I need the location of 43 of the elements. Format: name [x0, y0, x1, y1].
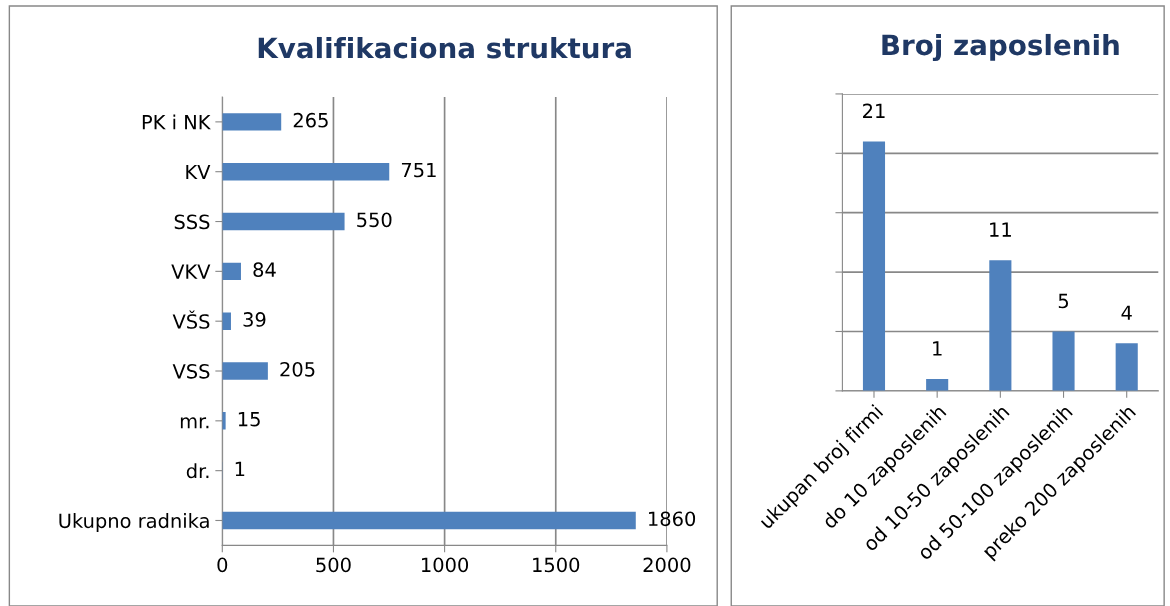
bar: [1052, 331, 1075, 391]
bar: [222, 162, 390, 181]
bar: [222, 312, 231, 330]
data-label: 84: [253, 262, 276, 277]
data-label: 21: [863, 103, 885, 118]
y-tick-label: PK i NK: [142, 114, 211, 130]
y-tick-label: KV: [186, 164, 211, 180]
data-label: 1860: [649, 511, 696, 527]
bar: [222, 212, 345, 231]
chart-title: Kvalifikaciona struktura: [258, 36, 631, 59]
bar: [222, 511, 636, 530]
x-tick-label: 0: [217, 557, 228, 573]
data-label: 39: [243, 312, 266, 327]
y-tick-label: SSS: [174, 214, 210, 230]
y-tick-label: Ukupno radnika: [59, 513, 209, 532]
bar: [222, 113, 282, 131]
x-tick-label: 2000: [643, 557, 691, 573]
y-tick-label: VSS: [172, 363, 210, 379]
bar: [222, 412, 226, 430]
x-tick-label: 1500: [533, 557, 580, 573]
data-label: 751: [401, 162, 436, 178]
data-label: 4: [1121, 305, 1132, 320]
bar: [1115, 343, 1138, 391]
data-label: 1: [933, 341, 942, 356]
bar: [862, 141, 886, 391]
data-label: 265: [293, 112, 328, 128]
data-label: 5: [1058, 293, 1069, 309]
bar: [222, 262, 241, 281]
x-tick-label: 1000: [421, 557, 469, 573]
y-tick-label: dr.: [186, 463, 209, 479]
data-label: 1: [235, 461, 245, 477]
y-tick-label: VKV: [171, 264, 211, 279]
x-tick-label: 500: [316, 557, 351, 573]
bar: [926, 378, 949, 391]
data-label: 550: [357, 212, 392, 228]
y-tick-label: mr.: [180, 417, 209, 429]
chart-title: Broj zaposlenih: [882, 33, 1119, 62]
bar: [989, 260, 1012, 391]
data-label: 205: [280, 361, 315, 377]
data-label: 15: [238, 412, 260, 427]
data-label: 11: [990, 222, 1011, 237]
bar: [222, 362, 268, 380]
y-tick-label: VŠS: [172, 310, 210, 329]
